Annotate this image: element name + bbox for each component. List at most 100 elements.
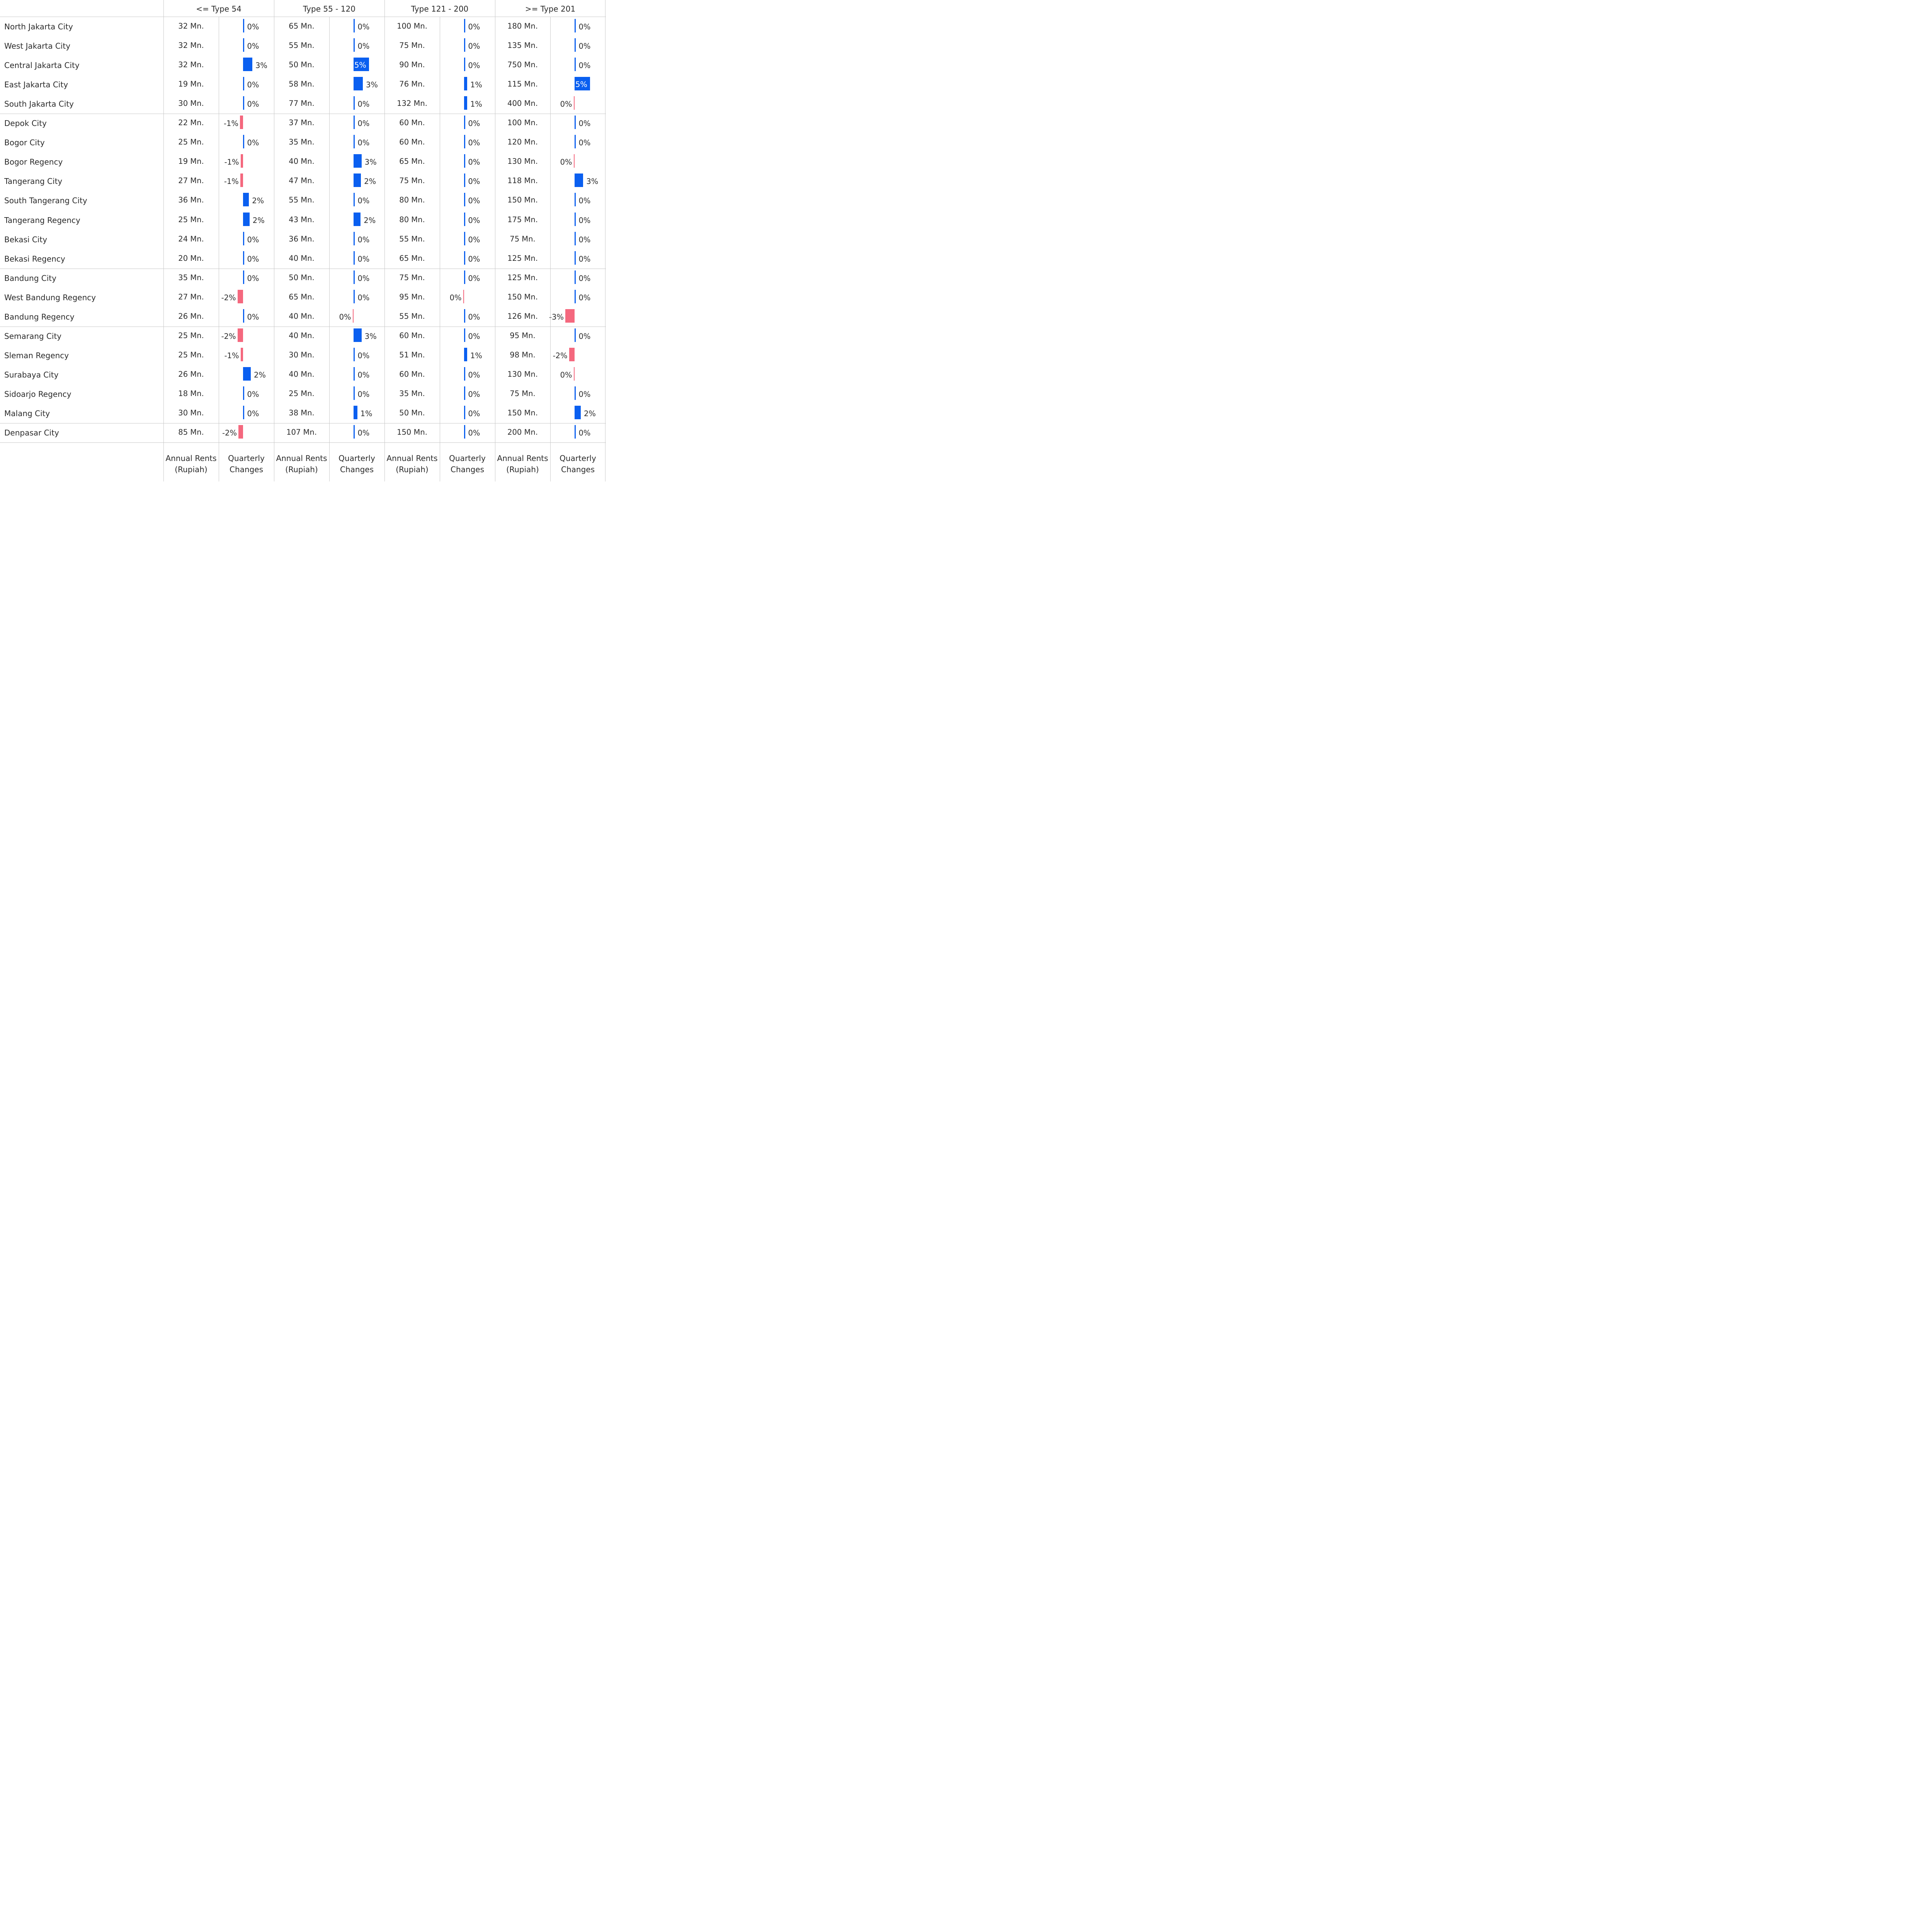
quarterly-change-label: 0% bbox=[357, 100, 370, 109]
negative-change-bar bbox=[565, 309, 575, 323]
quarterly-change-label: 0% bbox=[357, 42, 370, 51]
quarterly-change-label: 1% bbox=[360, 409, 372, 418]
quarterly-change-label: -1% bbox=[224, 351, 239, 360]
positive-change-bar bbox=[243, 19, 244, 32]
annual-rent-value: 750 Mn. bbox=[507, 60, 538, 70]
quarterly-change-label: 0% bbox=[578, 235, 591, 244]
quarterly-change-label: 0% bbox=[578, 196, 591, 206]
quarterly-change-label: 0% bbox=[578, 293, 591, 302]
quarterly-change-label: 0% bbox=[247, 100, 259, 109]
city-label: Bandung City bbox=[4, 273, 56, 283]
annual-rent-value: 26 Mn. bbox=[178, 311, 204, 321]
annual-rent-value: 36 Mn. bbox=[178, 196, 204, 205]
measure-header-line: Changes bbox=[340, 465, 374, 474]
quarterly-change-label: -1% bbox=[224, 177, 239, 186]
positive-change-bar bbox=[354, 135, 355, 149]
annual-rent-value: 40 Mn. bbox=[289, 369, 315, 379]
city-label: Bogor City bbox=[4, 138, 45, 148]
quarterly-change-label: 0% bbox=[578, 22, 591, 31]
annual-rent-value: 115 Mn. bbox=[507, 80, 538, 89]
quarterly-change-label: 3% bbox=[255, 61, 267, 70]
annual-rent-value: 50 Mn. bbox=[289, 60, 315, 70]
annual-rent-value: 51 Mn. bbox=[399, 350, 425, 359]
positive-change-bar bbox=[575, 425, 576, 439]
quarterly-change-label: 0% bbox=[468, 274, 480, 283]
annual-rent-value: 32 Mn. bbox=[178, 60, 204, 70]
negative-change-bar bbox=[240, 347, 243, 361]
annual-rent-value: 75 Mn. bbox=[399, 273, 425, 282]
annual-rent-value: 95 Mn. bbox=[510, 331, 536, 340]
quarterly-change-label: 1% bbox=[470, 80, 482, 90]
quarterly-change-label: 0% bbox=[357, 429, 370, 438]
city-label: Semarang City bbox=[4, 331, 62, 341]
quarterly-change-label: 0% bbox=[247, 42, 259, 51]
annual-rent-value: 55 Mn. bbox=[289, 196, 315, 205]
measure-header: Quarterly Changes bbox=[219, 453, 274, 475]
quarterly-change-label: -2% bbox=[221, 293, 236, 302]
quarterly-change-label: -1% bbox=[224, 158, 239, 167]
positive-change-bar bbox=[243, 212, 250, 226]
positive-change-bar bbox=[354, 154, 362, 168]
positive-change-bar bbox=[575, 231, 576, 245]
positive-change-bar bbox=[464, 347, 467, 361]
quarterly-change-label: 0% bbox=[357, 389, 370, 399]
quarterly-change-label: 0% bbox=[247, 80, 259, 90]
annual-rent-value: 120 Mn. bbox=[507, 138, 538, 147]
annual-rent-value: 18 Mn. bbox=[178, 389, 204, 398]
measure-header-line: (Rupiah) bbox=[396, 465, 429, 474]
measure-header-line: Annual Rents bbox=[165, 454, 217, 463]
quarterly-change-label: 0% bbox=[468, 22, 480, 31]
quarterly-change-label: -3% bbox=[549, 312, 564, 321]
quarterly-change-label: 0% bbox=[578, 61, 591, 70]
quarterly-change-label: 0% bbox=[247, 409, 259, 418]
positive-change-bar bbox=[354, 116, 355, 129]
annual-rent-value: 19 Mn. bbox=[178, 157, 204, 166]
annual-rent-value: 132 Mn. bbox=[397, 99, 427, 108]
annual-rent-value: 180 Mn. bbox=[507, 22, 538, 31]
positive-change-bar bbox=[575, 58, 576, 71]
quarterly-change-label: 1% bbox=[470, 100, 482, 109]
positive-change-bar bbox=[354, 96, 355, 110]
positive-change-bar bbox=[243, 96, 244, 110]
annual-rent-value: 75 Mn. bbox=[510, 389, 536, 398]
quarterly-change-label: 0% bbox=[578, 138, 591, 148]
quarterly-change-label: -1% bbox=[224, 119, 238, 128]
quarterly-change-label: 0% bbox=[357, 22, 370, 31]
negative-change-bar bbox=[569, 347, 575, 361]
annual-rent-value: 25 Mn. bbox=[289, 389, 315, 398]
positive-change-bar bbox=[354, 425, 355, 439]
annual-rent-value: 19 Mn. bbox=[178, 80, 204, 89]
positive-change-bar bbox=[354, 386, 355, 400]
positive-change-bar bbox=[243, 309, 244, 323]
positive-change-bar bbox=[464, 135, 465, 149]
measure-header-line: (Rupiah) bbox=[506, 465, 539, 474]
annual-rent-value: 60 Mn. bbox=[399, 138, 425, 147]
positive-change-bar bbox=[464, 367, 465, 381]
positive-change-bar bbox=[575, 116, 576, 129]
column-group-header: <= Type 54 bbox=[196, 4, 242, 14]
annual-rent-value: 40 Mn. bbox=[289, 311, 315, 321]
measure-header: Annual Rents (Rupiah) bbox=[163, 453, 219, 475]
positive-change-bar bbox=[575, 328, 576, 342]
annual-rent-value: 55 Mn. bbox=[399, 234, 425, 243]
annual-rent-value: 27 Mn. bbox=[178, 176, 204, 185]
quarterly-change-label: 0% bbox=[468, 119, 480, 128]
quarterly-change-label: 0% bbox=[578, 119, 591, 128]
positive-change-bar bbox=[464, 173, 465, 187]
annual-rent-value: 65 Mn. bbox=[399, 157, 425, 166]
positive-change-bar bbox=[354, 77, 363, 91]
annual-rent-value: 95 Mn. bbox=[399, 292, 425, 301]
measure-header-line: Annual Rents bbox=[497, 454, 548, 463]
quarterly-change-label: 3% bbox=[366, 80, 378, 90]
quarterly-change-label: 0% bbox=[357, 351, 370, 360]
positive-change-bar bbox=[464, 38, 465, 52]
quarterly-change-label: 2% bbox=[252, 196, 264, 206]
positive-change-bar bbox=[243, 367, 251, 381]
annual-rent-value: 30 Mn. bbox=[178, 99, 204, 108]
quarterly-change-label: 0% bbox=[468, 216, 480, 225]
quarterly-change-label: 3% bbox=[364, 332, 377, 341]
positive-change-bar bbox=[575, 173, 583, 187]
annual-rent-value: 60 Mn. bbox=[399, 369, 425, 379]
annual-rent-value: 77 Mn. bbox=[289, 99, 315, 108]
annual-rent-value: 107 Mn. bbox=[286, 428, 317, 437]
